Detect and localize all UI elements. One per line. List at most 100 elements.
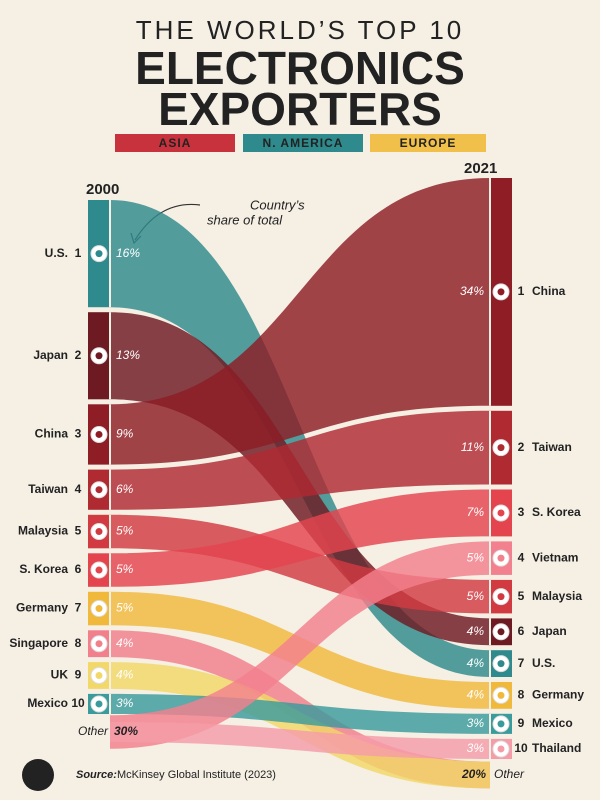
legend-label: EUROPE (400, 136, 457, 150)
share-label: 7% (467, 505, 485, 519)
flag-emblem (497, 288, 505, 296)
rank: 7 (518, 656, 525, 670)
country-name: Malaysia (532, 589, 582, 603)
rank: 7 (75, 601, 82, 615)
share-label: 4% (116, 668, 134, 682)
rank: 8 (75, 636, 82, 650)
year-label: 2000 (86, 181, 119, 198)
rank: 1 (75, 246, 82, 260)
country-name: Malaysia (18, 524, 68, 538)
rank: 1 (518, 284, 525, 298)
country-name: Taiwan (28, 482, 68, 496)
flow (110, 410, 490, 510)
share-label: 4% (467, 688, 485, 702)
rank: 10 (71, 696, 85, 710)
logo (22, 759, 54, 791)
share-label: 5% (116, 601, 134, 615)
legend-swatch (243, 134, 363, 152)
flag-emblem (497, 660, 505, 668)
country-name: Thailand (532, 741, 581, 755)
flag-emblem (95, 430, 103, 438)
flag-emblem (497, 745, 505, 753)
flag-emblem (95, 528, 103, 536)
country-name: China (35, 427, 69, 441)
country-name: Germany (532, 688, 584, 702)
flag-emblem (95, 566, 103, 574)
country-name: Vietnam (532, 550, 578, 564)
flag-emblem (497, 554, 505, 562)
flag-emblem (497, 628, 505, 636)
rank: 4 (75, 482, 82, 496)
share-label: 11% (461, 440, 484, 454)
flag-emblem (95, 352, 103, 360)
flow (110, 541, 490, 749)
country-name: S. Korea (532, 505, 581, 519)
share-label: 3% (116, 696, 134, 710)
country-name: Germany (16, 601, 68, 615)
country-name: Mexico (532, 716, 573, 730)
legend-label: N. AMERICA (263, 136, 344, 150)
rank: 2 (518, 440, 525, 454)
flag-emblem (497, 593, 505, 601)
share-label: 13% (116, 348, 140, 362)
rank: 10 (514, 741, 528, 755)
rank: 3 (518, 505, 525, 519)
other-label: Other (494, 767, 525, 781)
rank: 6 (75, 562, 82, 576)
legend-swatch (370, 134, 486, 152)
share-label: 3% (467, 741, 485, 755)
flag-emblem (497, 691, 505, 699)
other-share: 30% (114, 724, 138, 738)
country-name: Taiwan (532, 440, 572, 454)
share-label: 4% (467, 624, 485, 638)
share-label: 6% (116, 482, 134, 496)
annotation: share of total (207, 212, 283, 227)
flag-emblem (95, 700, 103, 708)
country-name: S. Korea (19, 562, 68, 576)
headline: ELECTRONICS (135, 42, 465, 94)
rank: 6 (518, 624, 525, 638)
flag-emblem (95, 640, 103, 648)
flag-emblem (95, 486, 103, 494)
rank: 3 (75, 427, 82, 441)
rank: 9 (518, 716, 525, 730)
flag-emblem (497, 720, 505, 728)
headline: EXPORTERS (158, 83, 442, 135)
flag-emblem (95, 672, 103, 679)
flows (110, 178, 490, 789)
share-label: 4% (467, 656, 485, 670)
flow (110, 721, 490, 759)
country-name: Singapore (9, 636, 68, 650)
share-label: 5% (116, 524, 134, 538)
title: THE WORLD’S TOP 10 (136, 15, 465, 45)
flow (110, 489, 490, 587)
flag-emblem (95, 250, 103, 258)
rank: 5 (75, 524, 82, 538)
rank: 9 (75, 668, 82, 682)
annotation: Country’s (250, 197, 305, 212)
country-name: UK (51, 668, 69, 682)
country-name: Japan (33, 348, 68, 362)
share-label: 5% (467, 589, 485, 603)
source-label: Source: (76, 769, 117, 781)
year-label: 2021 (464, 160, 497, 177)
rank: 5 (518, 589, 525, 603)
flag-emblem (95, 605, 103, 613)
other-label: Other (78, 724, 109, 738)
flow (110, 178, 490, 465)
country-name: U.S. (532, 656, 555, 670)
share-label: 5% (467, 550, 485, 564)
country-name: China (532, 284, 566, 298)
country-name: Japan (532, 624, 567, 638)
share-label: 9% (116, 427, 134, 441)
country-name: U.S. (45, 246, 68, 260)
source: McKinsey Global Institute (2023) (117, 769, 276, 781)
flow (110, 200, 490, 677)
other-share: 20% (461, 767, 486, 781)
share-label: 34% (460, 284, 484, 298)
flag-emblem (497, 509, 505, 517)
share-label: 16% (116, 246, 140, 260)
rank: 2 (75, 348, 82, 362)
share-label: 4% (116, 636, 134, 650)
